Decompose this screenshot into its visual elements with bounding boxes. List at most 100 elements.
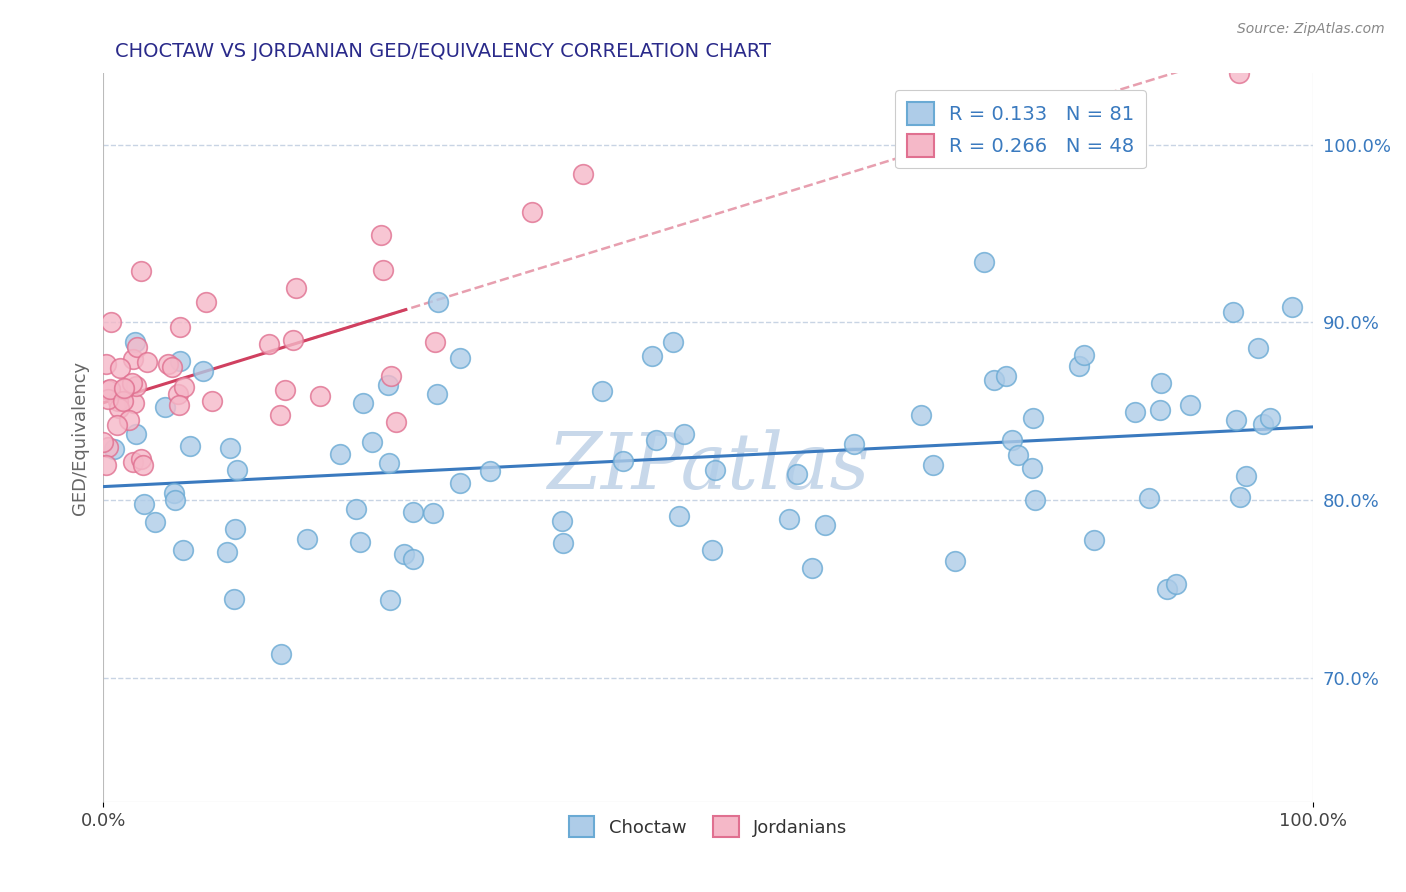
Point <box>1149 402 1171 417</box>
Point <box>118 413 141 427</box>
Point <box>125 340 148 354</box>
Point <box>97 392 120 407</box>
Point <box>165 492 187 507</box>
Point <box>1083 533 1105 548</box>
Point <box>427 295 450 310</box>
Point <box>349 535 371 549</box>
Point <box>591 384 613 398</box>
Point <box>385 416 408 430</box>
Point <box>103 442 125 456</box>
Point <box>167 398 190 412</box>
Point <box>426 387 449 401</box>
Point <box>1022 411 1045 425</box>
Point <box>179 439 201 453</box>
Point <box>422 507 444 521</box>
Point <box>1251 417 1274 431</box>
Point <box>125 379 148 393</box>
Point <box>778 512 800 526</box>
Point <box>1225 413 1247 427</box>
Point <box>910 409 932 423</box>
Point <box>1149 376 1171 391</box>
Point <box>217 545 239 559</box>
Point <box>644 434 666 448</box>
Point <box>352 395 374 409</box>
Point <box>97 383 120 397</box>
Point <box>173 379 195 393</box>
Point <box>169 320 191 334</box>
Point <box>1156 582 1178 597</box>
Point <box>371 263 394 277</box>
Point <box>402 505 425 519</box>
Point <box>662 335 685 350</box>
Text: Source: ZipAtlas.com: Source: ZipAtlas.com <box>1237 22 1385 37</box>
Point <box>983 372 1005 386</box>
Point <box>572 167 595 181</box>
Point <box>273 383 295 397</box>
Legend: Choctaw, Jordanians: Choctaw, Jordanians <box>562 809 855 844</box>
Point <box>157 358 180 372</box>
Text: ZIPatlas: ZIPatlas <box>547 429 869 505</box>
Point <box>295 532 318 546</box>
Point <box>121 351 143 366</box>
Point <box>392 547 415 561</box>
Point <box>201 393 224 408</box>
Point <box>270 647 292 661</box>
Point <box>378 593 401 607</box>
Point <box>105 418 128 433</box>
Point <box>1021 461 1043 475</box>
Point <box>1069 359 1091 373</box>
Point <box>131 451 153 466</box>
Point <box>1137 491 1160 505</box>
Point <box>801 560 824 574</box>
Point <box>550 514 572 528</box>
Point <box>122 455 145 469</box>
Point <box>134 497 156 511</box>
Point <box>97 440 120 454</box>
Point <box>479 464 502 478</box>
Point <box>284 281 307 295</box>
Point <box>259 337 281 351</box>
Point <box>378 456 401 470</box>
Point <box>167 387 190 401</box>
Point <box>112 381 135 395</box>
Point <box>1234 468 1257 483</box>
Point <box>380 369 402 384</box>
Point <box>370 227 392 242</box>
Point <box>93 435 115 450</box>
Point <box>700 543 723 558</box>
Point <box>1178 398 1201 412</box>
Point <box>1229 490 1251 504</box>
Point <box>281 333 304 347</box>
Point <box>100 382 122 396</box>
Point <box>1281 300 1303 314</box>
Point <box>269 408 291 422</box>
Point <box>226 463 249 477</box>
Point <box>163 486 186 500</box>
Point <box>425 335 447 350</box>
Point <box>1024 493 1046 508</box>
Point <box>107 401 129 415</box>
Point <box>222 591 245 606</box>
Point <box>329 447 352 461</box>
Point <box>94 458 117 472</box>
Point <box>449 351 471 366</box>
Point <box>94 357 117 371</box>
Point <box>143 516 166 530</box>
Point <box>100 315 122 329</box>
Point <box>155 400 177 414</box>
Point <box>1227 66 1250 80</box>
Point <box>135 354 157 368</box>
Point <box>132 458 155 472</box>
Point <box>172 543 194 558</box>
Y-axis label: GED/Equivalency: GED/Equivalency <box>72 360 89 515</box>
Point <box>162 359 184 374</box>
Point <box>121 376 143 391</box>
Point <box>377 378 399 392</box>
Point <box>973 255 995 269</box>
Point <box>107 394 129 409</box>
Point <box>361 435 384 450</box>
Point <box>553 535 575 549</box>
Point <box>520 204 543 219</box>
Point <box>224 522 246 536</box>
Point <box>945 554 967 568</box>
